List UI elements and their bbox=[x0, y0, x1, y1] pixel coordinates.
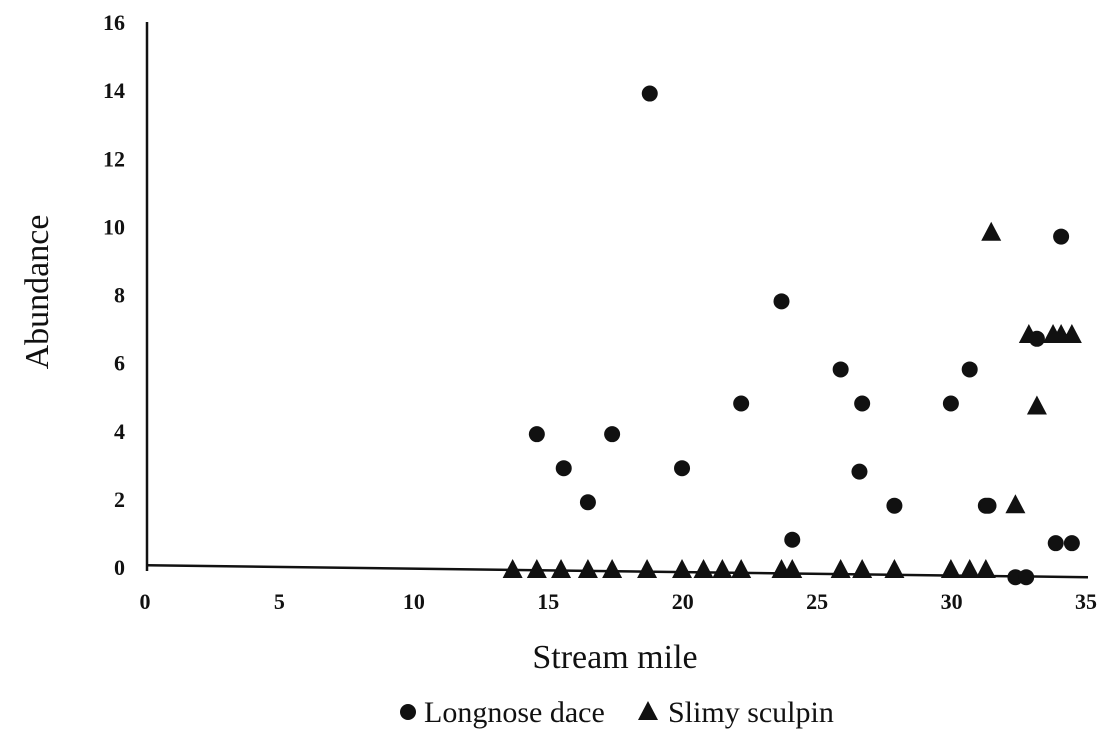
longnose-dace-point bbox=[674, 460, 691, 477]
longnose-dace-point bbox=[961, 361, 978, 378]
longnose-dace-point bbox=[832, 361, 849, 378]
y-axis-title: Abundance bbox=[19, 215, 56, 370]
legend-marker-slimy-sculpin bbox=[638, 701, 658, 720]
slimy-sculpin-point bbox=[577, 559, 598, 579]
slimy-sculpin-point bbox=[602, 559, 623, 579]
x-tick-labels: 0 5 10 15 20 25 30 35 bbox=[140, 589, 1098, 614]
longnose-dace-point bbox=[1063, 535, 1080, 552]
slimy-sculpin-point bbox=[731, 559, 752, 579]
data-points bbox=[502, 85, 1082, 586]
longnose-dace-point bbox=[1053, 228, 1070, 245]
y-tick-label: 8 bbox=[114, 283, 125, 308]
longnose-dace-point bbox=[851, 463, 868, 480]
y-tick-label: 0 bbox=[114, 555, 125, 580]
slimy-sculpin-point bbox=[526, 559, 547, 579]
x-axis-title: Stream mile bbox=[532, 639, 697, 676]
x-tick-label: 15 bbox=[537, 589, 559, 614]
x-tick-label: 5 bbox=[274, 589, 285, 614]
y-tick-label: 14 bbox=[103, 78, 125, 103]
longnose-dace-point bbox=[733, 395, 750, 412]
slimy-sculpin-point bbox=[830, 559, 851, 579]
x-tick-label: 0 bbox=[140, 589, 151, 614]
longnose-dace-point bbox=[604, 426, 621, 443]
slimy-sculpin-point bbox=[852, 559, 873, 579]
slimy-sculpin-point bbox=[693, 559, 714, 579]
legend: Longnose dace Slimy sculpin bbox=[400, 696, 834, 729]
longnose-dace-point bbox=[784, 531, 801, 548]
slimy-sculpin-point bbox=[712, 559, 733, 579]
longnose-dace-point bbox=[773, 293, 790, 310]
slimy-sculpin-point bbox=[502, 559, 523, 579]
slimy-sculpin-point bbox=[1018, 323, 1039, 343]
slimy-sculpin-point bbox=[975, 559, 996, 579]
longnose-dace-point bbox=[579, 494, 596, 511]
slimy-sculpin-point bbox=[1005, 494, 1026, 514]
slimy-sculpin-point bbox=[981, 221, 1002, 241]
longnose-dace-point bbox=[1047, 535, 1064, 552]
x-tick-label: 30 bbox=[941, 589, 963, 614]
slimy-sculpin-point bbox=[637, 559, 658, 579]
longnose-dace-point bbox=[942, 395, 959, 412]
slimy-sculpin-point bbox=[782, 559, 803, 579]
slimy-sculpin-point bbox=[940, 559, 961, 579]
y-tick-label: 6 bbox=[114, 351, 125, 376]
y-tick-label: 2 bbox=[114, 487, 125, 512]
x-tick-label: 20 bbox=[672, 589, 694, 614]
slimy-sculpin-point bbox=[672, 559, 693, 579]
slimy-sculpin-point bbox=[1061, 323, 1082, 343]
x-tick-label: 35 bbox=[1075, 589, 1097, 614]
x-tick-label: 10 bbox=[403, 589, 425, 614]
longnose-dace-point bbox=[854, 395, 871, 412]
legend-label-slimy-sculpin: Slimy sculpin bbox=[668, 696, 834, 729]
slimy-sculpin-point bbox=[551, 559, 572, 579]
longnose-dace-point bbox=[528, 426, 545, 443]
legend-marker-longnose-dace bbox=[400, 704, 416, 720]
y-tick-label: 12 bbox=[103, 146, 125, 171]
y-tick-label: 10 bbox=[103, 214, 125, 239]
longnose-dace-point bbox=[1018, 569, 1035, 586]
slimy-sculpin-point bbox=[1026, 395, 1047, 415]
slimy-sculpin-point bbox=[884, 559, 905, 579]
y-tick-label: 4 bbox=[114, 419, 125, 444]
legend-label-longnose-dace: Longnose dace bbox=[424, 696, 605, 729]
y-tick-label: 16 bbox=[103, 10, 125, 35]
longnose-dace-point bbox=[641, 85, 658, 102]
longnose-dace-point bbox=[555, 460, 572, 477]
y-tick-labels: 0 2 4 6 8 10 12 14 16 bbox=[103, 10, 125, 580]
longnose-dace-point bbox=[886, 497, 903, 514]
longnose-dace-point bbox=[980, 497, 997, 514]
slimy-sculpin-point bbox=[959, 559, 980, 579]
x-tick-label: 25 bbox=[806, 589, 828, 614]
